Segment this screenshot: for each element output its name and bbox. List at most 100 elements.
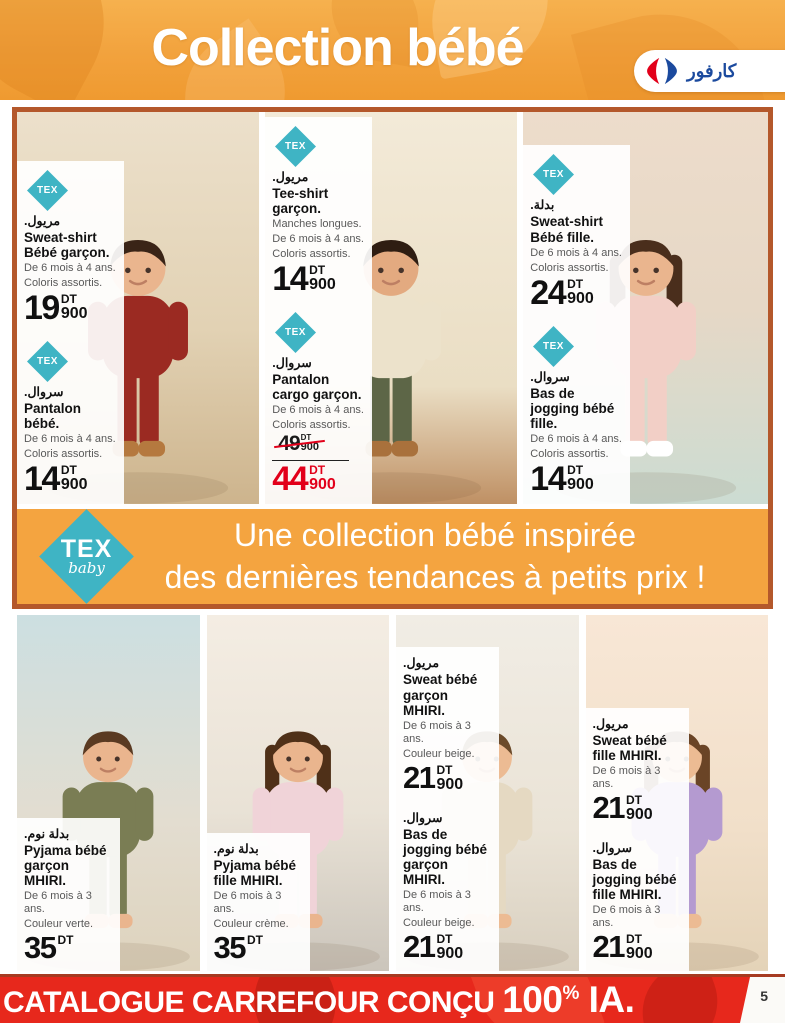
page-number: 5 bbox=[760, 988, 768, 1004]
product-name: Pyjama bébé fille MHIRI. bbox=[213, 857, 297, 889]
product-name: Bas de jogging bébé fille MHIRI. bbox=[592, 856, 677, 902]
product-detail: De 6 mois à 4 ans. bbox=[530, 246, 622, 259]
product-name-arabic: سروال. bbox=[530, 370, 570, 385]
product-detail: De 6 mois à 3 ans. bbox=[403, 889, 471, 915]
product-detail: De 6 mois à 4 ans. bbox=[530, 433, 622, 446]
product-detail: De 6 mois à 3 ans. bbox=[592, 904, 661, 930]
bottom-products-row: بدلة نوم. Pyjama bébé garçon MHIRI. De 6 m… bbox=[17, 615, 768, 971]
product-detail: Couleur beige. bbox=[403, 917, 475, 930]
tex-baby-logo-icon: TEX bbox=[26, 341, 69, 383]
product-label: TEX مريول. Tee-shirt garçon. Manches longue… bbox=[265, 116, 373, 304]
product-detail: De 6 mois à 4 ans. bbox=[272, 232, 364, 245]
product-label: بدلة نوم. Pyjama bébé garçon MHIRI. De 6 m… bbox=[17, 817, 120, 971]
product-detail: Coloris assortis. bbox=[24, 276, 103, 289]
product-name-arabic: سروال. bbox=[272, 356, 312, 371]
product-price: 35 DT bbox=[24, 930, 74, 966]
product-label: TEX سروال. Pantalon cargo garçon. De 6 mois… bbox=[265, 303, 373, 504]
product-name: Pantalon bébé. bbox=[24, 401, 82, 432]
product-detail: De 6 mois à 4 ans. bbox=[272, 404, 364, 417]
product-detail: Couleur beige. bbox=[403, 747, 475, 760]
carrefour-arabic-wordmark: كارفور bbox=[687, 60, 737, 81]
product-label: بدلة نوم. Pyjama bébé fille MHIRI. De 6 mo… bbox=[206, 832, 310, 971]
product-price: 21 DT 900 bbox=[403, 929, 464, 964]
product-old-price: 49DT900 bbox=[274, 433, 325, 454]
photo-baby-beige-sweat: مريول. Sweat bébé garçon MHIRI. De 6 mois … bbox=[396, 615, 579, 971]
photo-boy-tee-cargo: TEX مريول. Tee-shirt garçon. Manches longue… bbox=[265, 112, 518, 504]
photo-boy-red-sweatsuit: TEX مريول. Sweat-shirt Bébé garçon. De 6 mo… bbox=[17, 112, 260, 504]
product-detail: De 6 mois à 3 ans. bbox=[24, 890, 92, 916]
carrefour-c-icon bbox=[647, 57, 677, 85]
product-label: TEX سروال. Bas de jogging bébé fille. De 6 … bbox=[523, 317, 631, 504]
product-label: مريول. Sweat bébé fille MHIRI. De 6 mois à… bbox=[585, 707, 689, 832]
product-detail: De 6 mois à 3 ans. bbox=[403, 719, 471, 745]
carrefour-logo: كارفور bbox=[634, 50, 785, 92]
product-name: Sweat bébé garçon MHIRI. bbox=[403, 672, 478, 718]
photo-girl-pink-pyjama: بدلة نوم. Pyjama bébé fille MHIRI. De 6 mo… bbox=[206, 615, 389, 971]
product-name: Tee-shirt garçon. bbox=[272, 185, 329, 216]
page-title: Collection bébé bbox=[151, 19, 524, 77]
product-detail: Coloris assortis. bbox=[272, 247, 351, 260]
top-products-row: TEX مريول. Sweat-shirt Bébé garçon. De 6 mo… bbox=[17, 112, 768, 504]
product-name: Sweat bébé fille MHIRI. bbox=[592, 732, 667, 763]
product-label-column: TEX مريول. Sweat-shirt Bébé garçon. De 6 mo… bbox=[17, 160, 124, 504]
product-name-arabic: بدلة نوم. bbox=[24, 826, 70, 841]
banner-slogan: Une collection bébé inspirée des dernièr… bbox=[164, 516, 706, 595]
product-name-arabic: مريول. bbox=[272, 169, 309, 184]
product-label: مريول. Sweat bébé garçon MHIRI. De 6 mois … bbox=[396, 647, 499, 802]
product-name: Pyjama bébé garçon MHIRI. bbox=[24, 842, 107, 889]
product-detail: De 6 mois à 4 ans. bbox=[24, 433, 116, 446]
product-label-column: بدلة نوم. Pyjama bébé fille MHIRI. De 6 mo… bbox=[206, 832, 310, 971]
product-label: TEX بدلة. Sweat-shirt Bébé fille. De 6 mois… bbox=[523, 145, 631, 318]
tex-baby-logo-icon: TEX bbox=[275, 312, 317, 354]
product-detail: De 6 mois à 4 ans. bbox=[24, 261, 116, 274]
product-price: 44 DT 900 bbox=[272, 460, 336, 499]
leaf-decoration bbox=[628, 977, 732, 1023]
product-price: 19 DT 900 bbox=[24, 288, 88, 327]
product-detail: Couleur crème. bbox=[213, 918, 289, 931]
product-name: Bas de jogging bébé fille. bbox=[530, 386, 615, 432]
product-detail: Coloris assortis. bbox=[272, 419, 351, 432]
product-label: سروال. Bas de jogging bébé fille MHIRI. De… bbox=[585, 831, 689, 971]
product-price: 24 DT 900 bbox=[530, 273, 594, 312]
product-name-arabic: بدلة نوم. bbox=[213, 841, 259, 856]
tex-baby-logo-icon: TEX bbox=[533, 326, 575, 368]
product-label-column: TEX مريول. Tee-shirt garçon. Manches longue… bbox=[265, 116, 373, 504]
product-price: 21 DT 900 bbox=[403, 759, 464, 795]
product-name-arabic: مريول. bbox=[592, 716, 629, 731]
photo-girl-pink-sweatsuit: TEX بدلة. Sweat-shirt Bébé fille. De 6 mois… bbox=[523, 112, 768, 504]
product-name-arabic: سروال. bbox=[592, 840, 632, 855]
product-name: Bas de jogging bébé garçon MHIRI. bbox=[403, 826, 487, 887]
tex-baby-logo-icon: TEX bbox=[26, 169, 69, 211]
product-detail: Coloris assortis. bbox=[530, 261, 609, 274]
page-header: Collection bébé كارفور bbox=[0, 0, 785, 100]
product-price: 21 DT 900 bbox=[592, 929, 653, 964]
product-name-arabic: مريول. bbox=[24, 213, 61, 228]
product-name-arabic: بدلة. bbox=[530, 198, 555, 213]
footer-banner: CATALOGUE CARREFOUR CONÇU 100% IA. 5 bbox=[0, 974, 785, 1023]
product-detail: De 6 mois à 3 ans. bbox=[592, 764, 661, 790]
product-label: TEX سروال. Pantalon bébé. De 6 mois à 4 ans… bbox=[17, 332, 124, 504]
product-price: 35 DT bbox=[213, 930, 263, 966]
product-name: Sweat-shirt Bébé fille. bbox=[530, 214, 604, 245]
product-label-column: مريول. Sweat bébé fille MHIRI. De 6 mois à… bbox=[585, 707, 689, 971]
product-name: Sweat-shirt Bébé garçon. bbox=[24, 229, 110, 260]
top-content-frame: TEX مريول. Sweat-shirt Bébé garçon. De 6 mo… bbox=[12, 107, 773, 609]
product-name-arabic: سروال. bbox=[24, 385, 64, 400]
product-detail: Couleur verte. bbox=[24, 918, 94, 931]
product-detail: Coloris assortis. bbox=[24, 448, 103, 461]
product-label-column: بدلة نوم. Pyjama bébé garçon MHIRI. De 6 m… bbox=[17, 817, 120, 971]
product-detail: Manches longues. bbox=[272, 217, 362, 230]
product-name-arabic: مريول. bbox=[403, 656, 440, 671]
tex-baby-banner: TEX baby Une collection bébé inspirée de… bbox=[17, 509, 768, 604]
product-price: 14 DT 900 bbox=[272, 259, 336, 298]
product-label-column: TEX بدلة. Sweat-shirt Bébé fille. De 6 mois… bbox=[523, 145, 631, 504]
product-detail: Coloris assortis. bbox=[530, 448, 609, 461]
product-price: 14 DT 900 bbox=[530, 460, 594, 499]
tex-baby-logo-icon: TEX bbox=[275, 125, 317, 167]
product-label-column: مريول. Sweat bébé garçon MHIRI. De 6 mois … bbox=[396, 647, 499, 971]
product-price: 14 DT 900 bbox=[24, 460, 88, 499]
product-label: سروال. Bas de jogging bébé garçon MHIRI. D… bbox=[396, 801, 499, 971]
product-name: Pantalon cargo garçon. bbox=[272, 372, 362, 403]
product-detail: De 6 mois à 3 ans. bbox=[213, 890, 282, 916]
product-price: 21 DT 900 bbox=[592, 789, 653, 825]
